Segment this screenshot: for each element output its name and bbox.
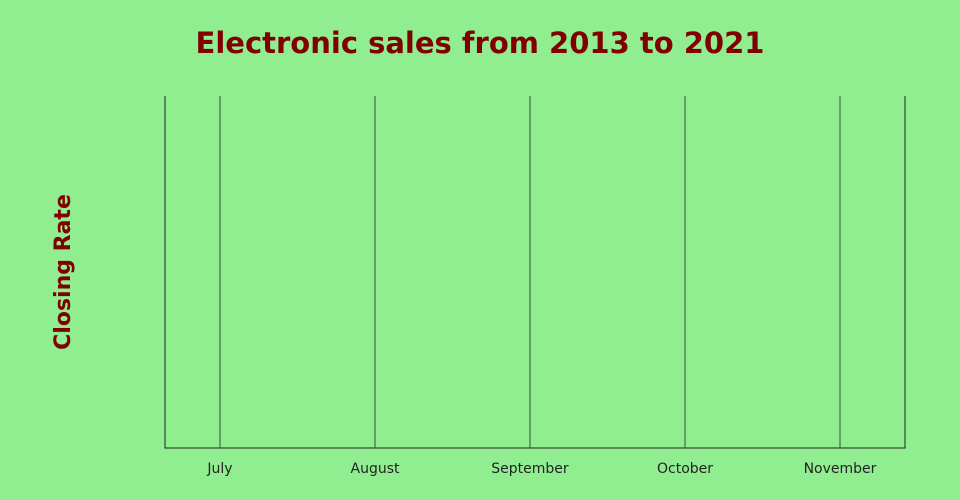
plot-frame [164, 96, 906, 449]
y-axis-label: Closing Rate [51, 194, 76, 350]
x-tick-label: August [351, 461, 401, 477]
chart-title: Electronic sales from 2013 to 2021 [196, 26, 765, 60]
x-tick-label: October [657, 461, 713, 477]
x-tick-label: November [804, 461, 877, 477]
x-tick-label: July [206, 461, 232, 477]
x-tick-label: September [491, 461, 569, 477]
